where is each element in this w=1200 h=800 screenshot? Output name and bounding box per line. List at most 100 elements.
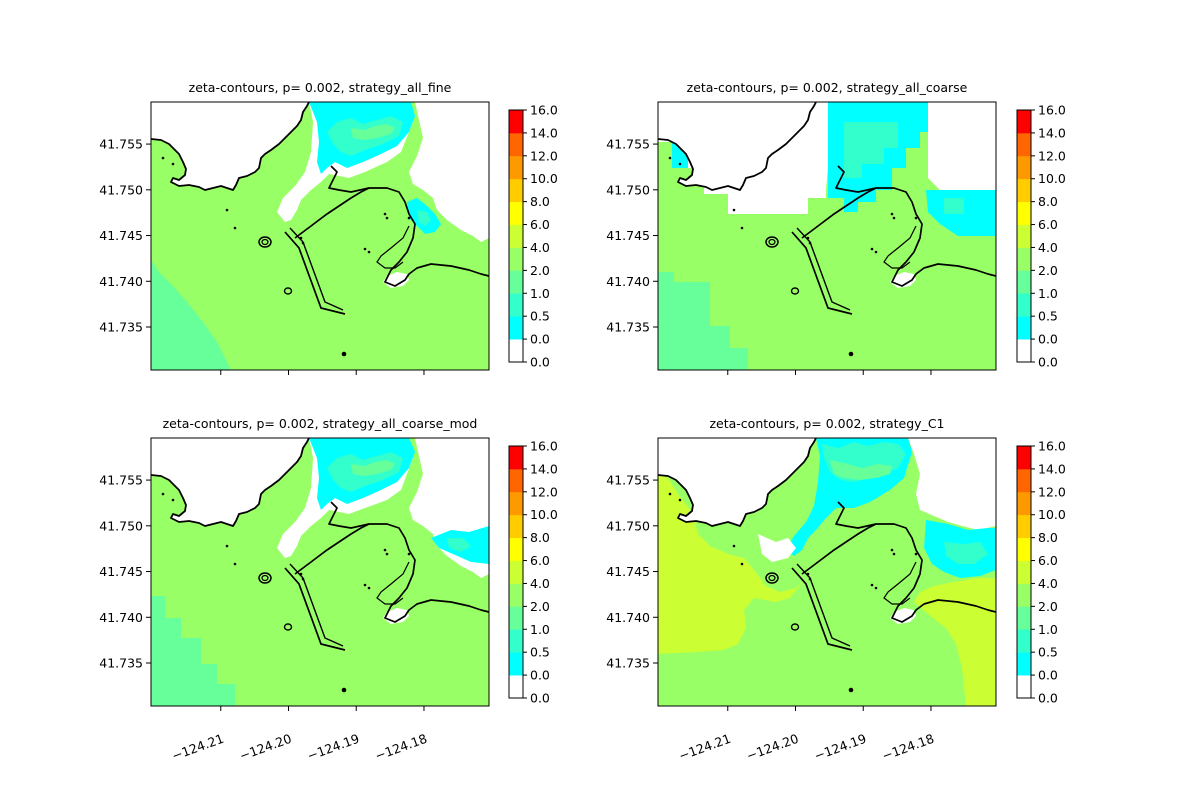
- colorbar-tick-label: 16.0: [530, 439, 558, 454]
- rock-dot: [363, 583, 367, 587]
- coastline-north: [151, 438, 310, 527]
- rock-dot: [874, 586, 878, 590]
- subplot-2: zeta-contours, p= 0.002, strategy_all_co…: [606, 80, 997, 375]
- y-tick-label: 41.755: [606, 137, 650, 152]
- colorbar-3: 0.0 0.0 0.5 1.0 2.0 4.0 6.0 8.0 10.0 12.0 14.0 16.0: [508, 439, 558, 706]
- colorbar-tick-label: 0.5: [530, 309, 550, 324]
- rock-dot: [299, 236, 303, 240]
- island-inner: [261, 574, 269, 582]
- rock-dot: [914, 216, 918, 220]
- island-outer: [765, 572, 779, 584]
- colorbar-band: [509, 316, 523, 340]
- island-outer: [258, 572, 272, 584]
- colorbar-tick-label: 2.0: [530, 599, 550, 614]
- coastline-north: [151, 102, 310, 191]
- colorbar-frame: [1016, 445, 1032, 699]
- island-inner: [261, 238, 269, 246]
- coastline-south: [328, 165, 489, 287]
- colorbar-tick-label: 0.0: [1038, 691, 1058, 706]
- colorbar-tick-label: 0.0: [1038, 332, 1058, 347]
- y-tick-label: 41.745: [99, 228, 143, 243]
- subplot-title: zeta-contours, p= 0.002, strategy_all_co…: [687, 80, 968, 95]
- colorbar-frame: [508, 109, 524, 363]
- land-north: [658, 438, 816, 526]
- harbor-breakwater: [294, 187, 370, 239]
- islet: [790, 623, 800, 631]
- y-tick-label: 41.755: [99, 137, 143, 152]
- colorbar-tick-label: 6.0: [530, 553, 550, 568]
- rock-dot: [914, 552, 918, 556]
- subplot-title: zeta-contours, p= 0.002, strategy_all_fi…: [189, 80, 452, 95]
- rock-dot: [890, 548, 894, 552]
- rock-dot: [233, 226, 237, 230]
- y-tick-label: 41.745: [99, 564, 143, 579]
- coastline-north: [658, 438, 817, 527]
- colorbar-band: [509, 675, 523, 699]
- north-jetty-inner: [289, 227, 344, 311]
- colorbar-band: [509, 293, 523, 317]
- y-tick-label: 41.750: [99, 518, 143, 533]
- colorbar-tick-label: 6.0: [530, 217, 550, 232]
- y-tick-label: 41.755: [99, 473, 143, 488]
- colorbar-band: [1017, 560, 1031, 584]
- rock-dot: [225, 208, 229, 212]
- rock-dot: [874, 250, 878, 254]
- nearshore-white: [758, 534, 796, 562]
- north-jetty: [791, 231, 853, 315]
- north-jetty-inner: [796, 227, 851, 311]
- colorbar-band: [509, 247, 523, 271]
- coastline-south: [835, 501, 996, 623]
- colorbar-band: [509, 446, 523, 470]
- rock: [848, 351, 854, 357]
- rock: [341, 687, 347, 693]
- rock-dot: [678, 498, 682, 502]
- colorbar-band: [1017, 629, 1031, 653]
- colorbar-tick-label: 16.0: [530, 103, 558, 118]
- coarse-teal-east: [944, 198, 964, 214]
- colorbar-tick-label: 6.0: [1038, 217, 1058, 232]
- colorbar-tick-label: 6.0: [1038, 553, 1058, 568]
- colorbar-band: [509, 583, 523, 607]
- island-outer: [258, 236, 272, 248]
- rock-dot: [161, 156, 165, 160]
- harbor-breakwater: [801, 187, 877, 239]
- colorbar-tick-label: 8.0: [530, 530, 550, 545]
- rock-dot: [806, 572, 810, 576]
- teal-patch-east: [447, 538, 471, 552]
- colorbar-tick-label: 0.0: [530, 332, 550, 347]
- y-tick-label: 41.735: [606, 320, 650, 335]
- colorbar-band: [1017, 583, 1031, 607]
- colorbar-tick-label: 0.0: [1038, 668, 1058, 683]
- rock-dot: [367, 586, 371, 590]
- x-tick-label: −124.20: [237, 731, 293, 764]
- colorbar-band: [509, 560, 523, 584]
- colorbar-tick-label: 0.0: [530, 668, 550, 683]
- islet: [790, 287, 800, 295]
- colorbar-band: [1017, 468, 1031, 493]
- north-jetty-inner: [289, 563, 344, 647]
- colorbar-tick-label: 0.5: [1038, 309, 1058, 324]
- north-white: [908, 438, 996, 530]
- colorbar-tick-label: 2.0: [530, 263, 550, 278]
- colorbar-tick-label: 0.0: [530, 355, 550, 370]
- colorbar-tick-label: 0.0: [1038, 355, 1058, 370]
- island-inner: [768, 574, 776, 582]
- rock-dot: [678, 162, 682, 166]
- rock-dot: [892, 552, 896, 556]
- colorbar-band: [509, 155, 523, 180]
- colorbar-band: [1017, 224, 1031, 248]
- colorbar-band: [1017, 132, 1031, 157]
- x-tick-label: −124.21: [677, 731, 733, 764]
- x-tick-label: −124.18: [880, 731, 936, 764]
- rock-dot: [299, 572, 303, 576]
- colorbar-tick-label: 10.0: [1038, 507, 1066, 522]
- colorbar-tick-label: 16.0: [1038, 103, 1066, 118]
- harbor-channel: [883, 561, 917, 605]
- colorbar-tick-label: 14.0: [1038, 461, 1066, 476]
- colorbar-tick-label: 4.0: [530, 576, 550, 591]
- x-tick-label: −124.19: [305, 731, 361, 764]
- rock-dot: [225, 544, 229, 548]
- colorbar-frame: [1016, 109, 1032, 363]
- rock-dot: [668, 492, 672, 496]
